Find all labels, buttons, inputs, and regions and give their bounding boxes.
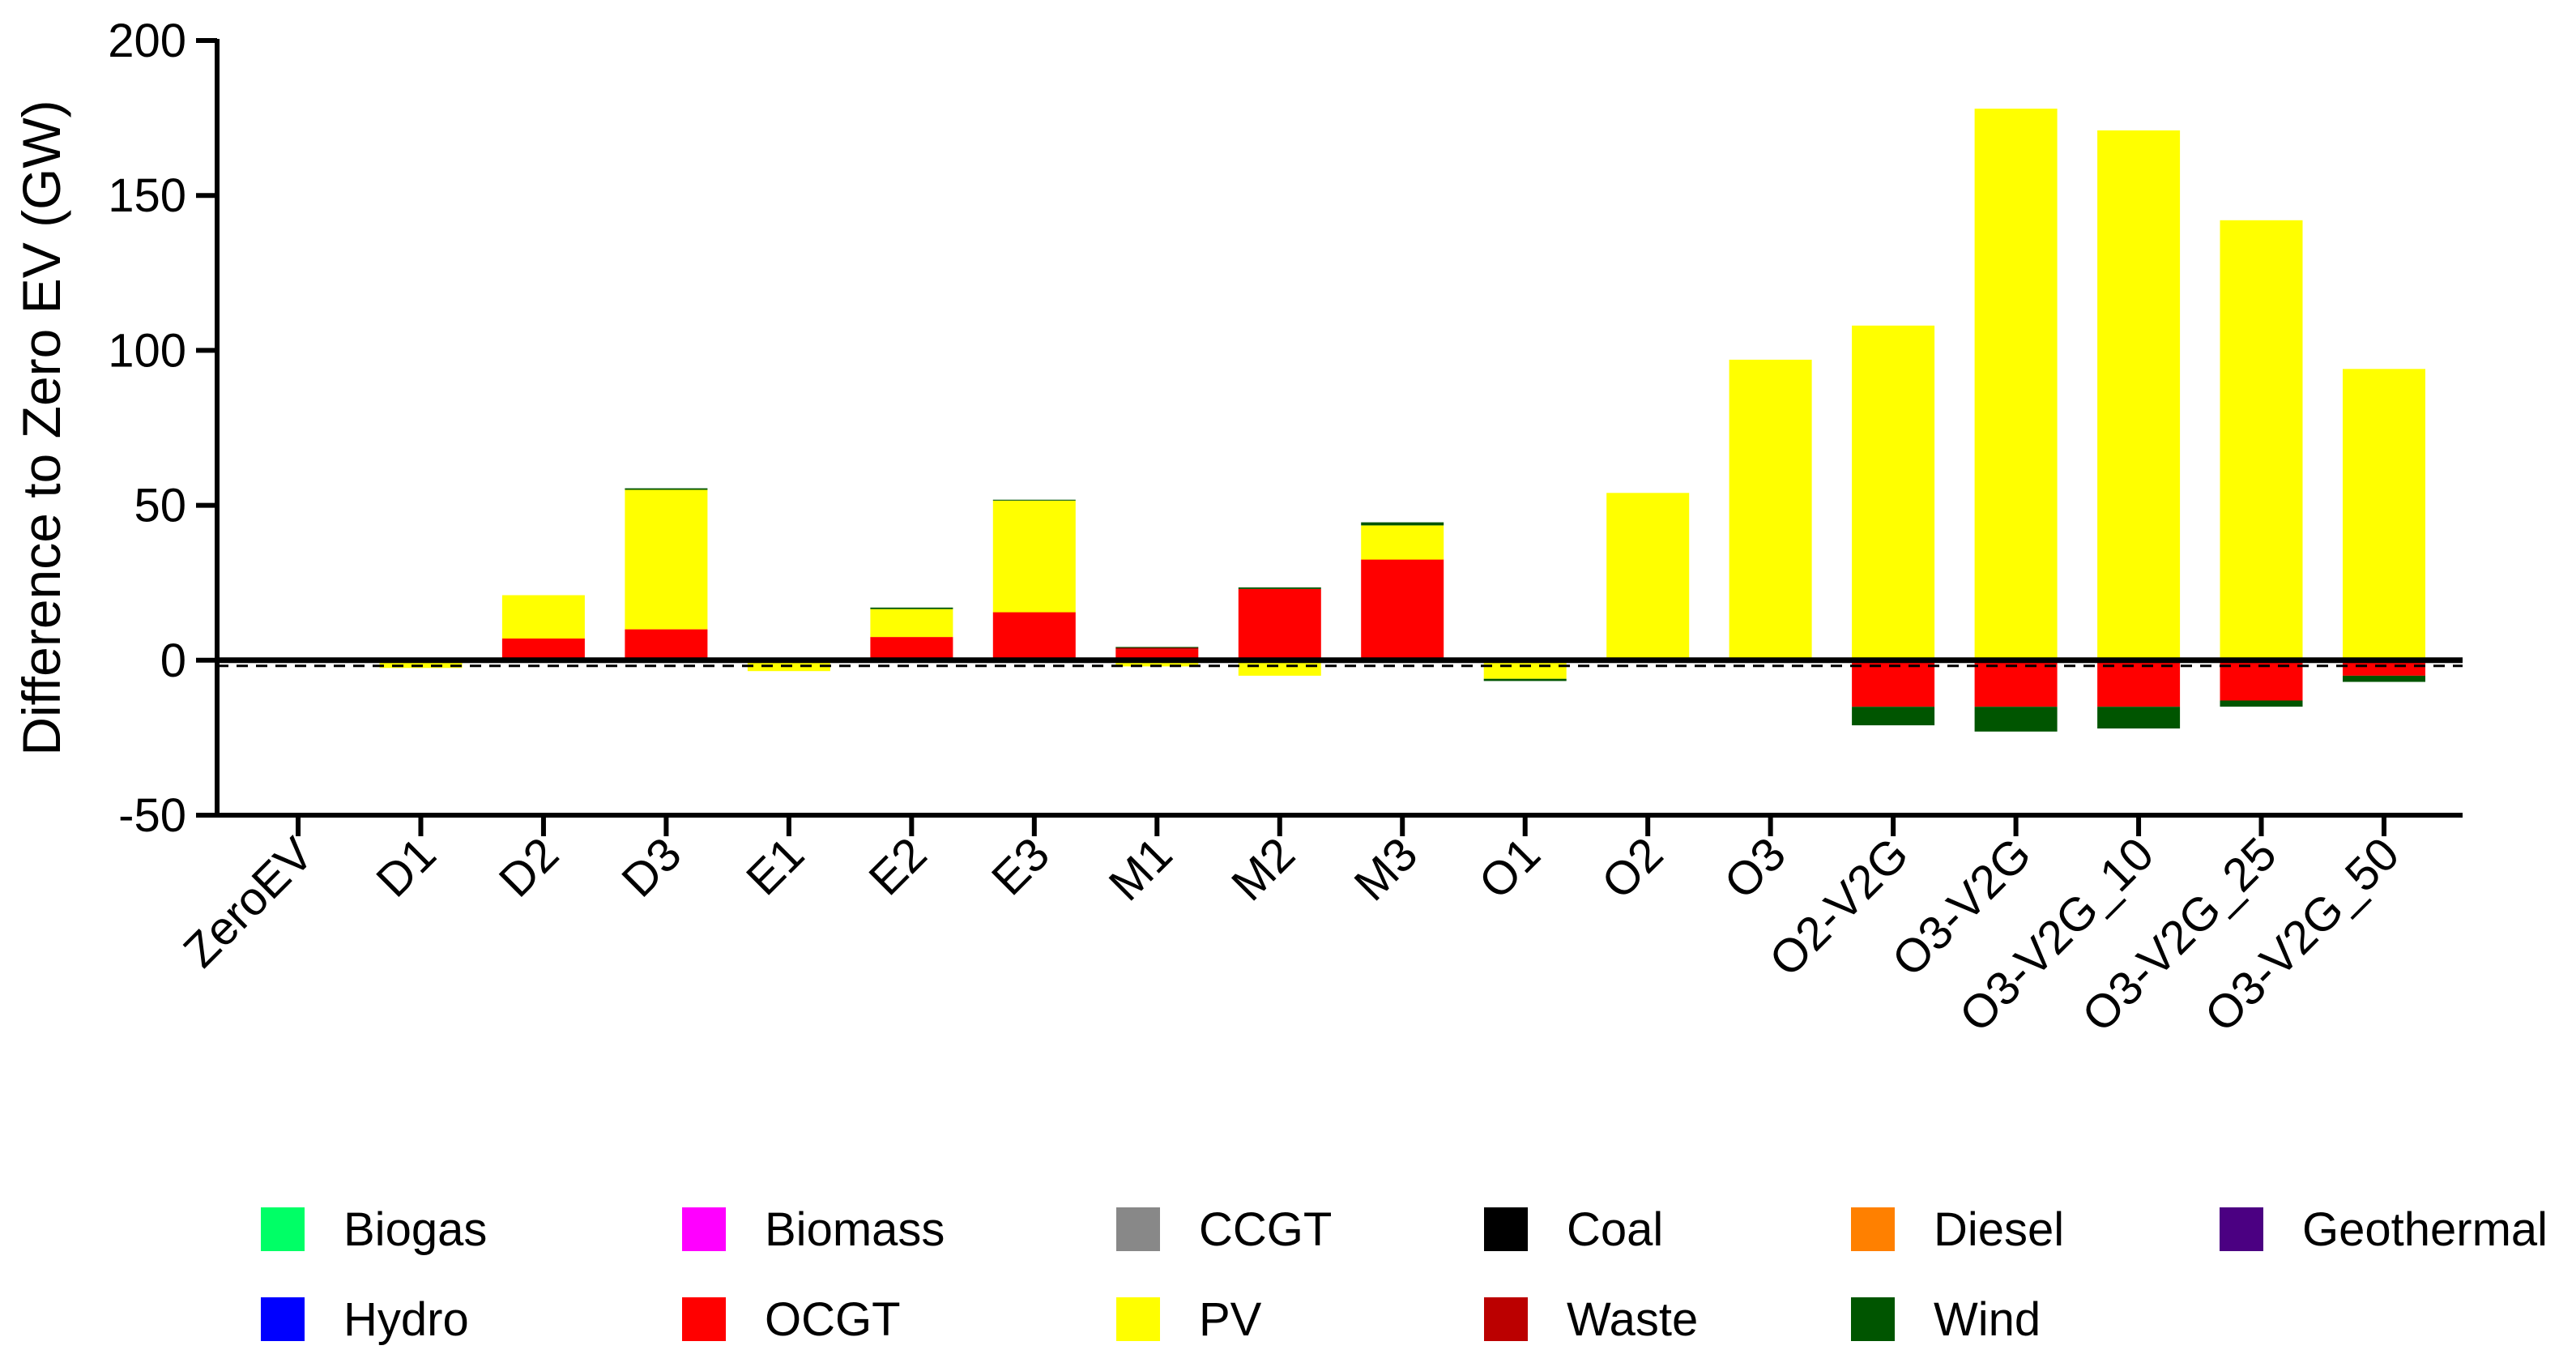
legend-label: Hydro — [343, 1293, 469, 1346]
legend-item-hydro: Hydro — [261, 1293, 469, 1346]
legend-label: OCGT — [765, 1293, 901, 1346]
bar-pv-d2 — [501, 595, 585, 639]
legend-label: Biomass — [765, 1203, 945, 1256]
bar-ocgt-o3-v2g — [1974, 660, 2058, 707]
x-tick-label: D1 — [366, 827, 446, 907]
legend-swatch — [2220, 1207, 2263, 1251]
x-tick-label: M2 — [1222, 827, 1305, 911]
bar-ocgt-m2 — [1238, 588, 1321, 660]
zero-line-layer — [217, 657, 2463, 668]
bar-pv-m1 — [1115, 660, 1199, 667]
bar-pv-o3-v2g_50 — [2343, 369, 2425, 660]
y-axis-title: Difference to Zero EV (GW) — [11, 100, 71, 755]
bars-layer — [379, 109, 2425, 732]
x-tick-label: O3 — [1714, 827, 1796, 909]
bar-wind-o2-v2g — [1852, 707, 1935, 726]
bar-pv-e3 — [992, 500, 1076, 613]
bar-pv-o2-v2g — [1852, 325, 1935, 660]
bar-wind-o3-v2g_10 — [2097, 707, 2181, 728]
x-tick-label: O1 — [1469, 827, 1550, 909]
bar-ocgt-o2-v2g — [1852, 660, 1935, 707]
bar-pv-m2 — [1238, 660, 1321, 676]
bar-wind-e2 — [870, 607, 953, 609]
legend-item-coal: Coal — [1484, 1203, 1663, 1256]
y-tick-label: -50 — [118, 789, 186, 842]
x-tick-label: E1 — [736, 827, 814, 905]
bar-pv-o3 — [1729, 359, 1812, 660]
legend-swatch — [261, 1297, 305, 1341]
legend-item-biomass: Biomass — [682, 1203, 945, 1256]
bar-wind-e3 — [992, 499, 1076, 501]
bar-wind-o3-v2g_50 — [2343, 675, 2425, 682]
x-tick-label: D2 — [489, 827, 569, 907]
y-tick-label: 100 — [108, 324, 186, 377]
bar-pv-o3-v2g — [1974, 109, 2058, 660]
legend-label: PV — [1199, 1293, 1262, 1346]
legend: Biogas Biomass CCGT Coal Diesel Geothermal Hyd… — [261, 1203, 2548, 1346]
y-tick-label: 50 — [134, 480, 186, 532]
axes-layer: -50 0 50 100 150 200 Difference to Zero EV (GW… — [11, 15, 2463, 1042]
legend-swatch — [1484, 1207, 1528, 1251]
bar-ocgt-o3-v2g_50 — [2343, 660, 2425, 676]
legend-label: Waste — [1567, 1293, 1698, 1346]
bar-waste-m1 — [1115, 647, 1199, 650]
bar-ocgt-d3 — [625, 629, 708, 660]
y-tick-label: 200 — [108, 15, 186, 67]
x-tick-label: ZeroEV — [173, 827, 323, 977]
bar-ocgt-o3-v2g_10 — [2097, 660, 2181, 707]
legend-swatch — [1116, 1207, 1160, 1251]
x-tick-label: M1 — [1099, 827, 1183, 911]
bar-ocgt-e3 — [992, 612, 1076, 660]
x-tick-label: O2 — [1592, 827, 1674, 909]
legend-label: Diesel — [1934, 1203, 2064, 1256]
bar-wind-m3 — [1361, 522, 1444, 526]
bar-wind-m2 — [1238, 587, 1321, 589]
legend-item-ccgt: CCGT — [1116, 1203, 1332, 1256]
legend-label: Coal — [1567, 1203, 1663, 1256]
legend-swatch — [682, 1297, 726, 1341]
bar-pv-o2 — [1606, 493, 1690, 660]
bar-pv-m3 — [1361, 525, 1444, 560]
bar-pv-o3-v2g_10 — [2097, 130, 2181, 660]
legend-item-ocgt: OCGT — [682, 1293, 901, 1346]
bar-wind-o3-v2g — [1974, 707, 2058, 732]
legend-item-geothermal: Geothermal — [2220, 1203, 2548, 1256]
legend-label: Geothermal — [2302, 1203, 2548, 1256]
x-tick-label: M3 — [1344, 827, 1427, 911]
bar-pv-e2 — [870, 609, 953, 638]
y-tick-label: 150 — [108, 169, 186, 222]
legend-swatch — [1851, 1297, 1895, 1341]
y-tick-label: 0 — [160, 634, 186, 687]
legend-label: Wind — [1934, 1293, 2041, 1346]
bar-ocgt-d2 — [501, 639, 585, 660]
legend-swatch — [682, 1207, 726, 1251]
legend-item-biogas: Biogas — [261, 1203, 487, 1256]
bar-pv-d3 — [625, 489, 708, 630]
legend-item-wind: Wind — [1851, 1293, 2041, 1346]
bar-wind-o1 — [1483, 678, 1567, 681]
x-tick-label: D3 — [612, 827, 691, 907]
bar-ocgt-e2 — [870, 637, 953, 660]
bar-wind-o3-v2g_25 — [2220, 700, 2303, 707]
legend-label: Biogas — [343, 1203, 487, 1256]
legend-swatch — [261, 1207, 305, 1251]
bar-wind-d3 — [625, 488, 708, 490]
legend-item-waste: Waste — [1484, 1293, 1698, 1346]
x-tick-label: E2 — [859, 827, 936, 905]
legend-swatch — [1116, 1297, 1160, 1341]
legend-item-pv: PV — [1116, 1293, 1262, 1346]
bar-pv-o3-v2g_25 — [2220, 220, 2303, 660]
x-tick-label: E3 — [982, 827, 1060, 905]
legend-swatch — [1851, 1207, 1895, 1251]
legend-label: CCGT — [1199, 1203, 1332, 1256]
bar-pv-o1 — [1483, 661, 1567, 679]
legend-swatch — [1484, 1297, 1528, 1341]
legend-item-diesel: Diesel — [1851, 1203, 2064, 1256]
bar-ocgt-m3 — [1361, 559, 1444, 660]
